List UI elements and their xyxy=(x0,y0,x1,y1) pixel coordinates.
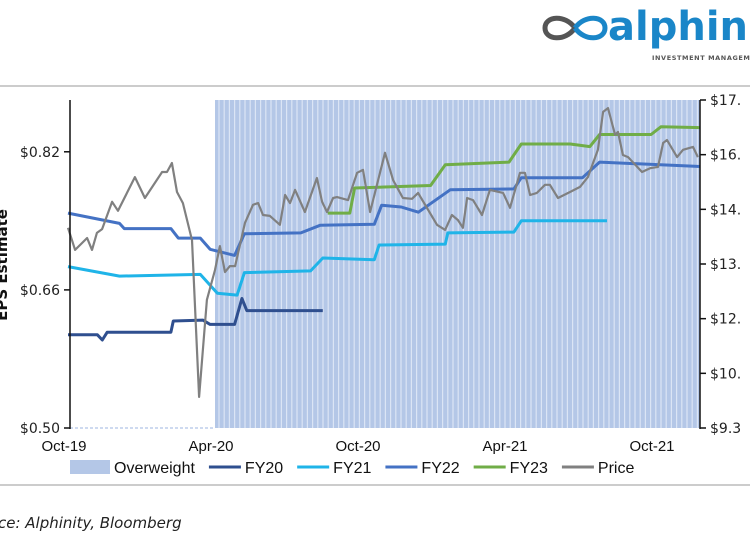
right-axis-tick-label: $10. xyxy=(710,366,741,382)
series-line-price xyxy=(66,107,699,398)
axis-labels: $0.82 $0.66 $0.50 $17. $16. $14. $13. $12. $10. $… xyxy=(20,93,741,455)
left-axis-tick-label: $0.50 xyxy=(20,421,60,437)
infinity-logo-icon xyxy=(542,15,608,41)
right-axis-tick-label: $16. xyxy=(710,148,741,164)
right-axis-tick-label: $14. xyxy=(710,202,741,218)
legend-label-overweight: Overweight xyxy=(114,460,195,477)
right-axis-tick-label: $9.3 xyxy=(710,421,741,437)
alphinity-logo: alphinit INVESTMENT MANAGEMENT xyxy=(542,4,750,62)
x-axis-tick-label: Apr-20 xyxy=(188,438,233,455)
x-axis-tick-label: Oct-21 xyxy=(629,438,674,455)
logo-wordmark: alphinit xyxy=(608,4,750,50)
left-axis-tick-label: $0.82 xyxy=(20,145,60,161)
series-line-fy21 xyxy=(67,219,607,297)
series-line-fy22 xyxy=(67,160,701,257)
legend: Overweight FY20 FY21 FY22 FY23 Price xyxy=(70,460,634,477)
legend-label-fy20: FY20 xyxy=(245,460,283,477)
legend-label-price: Price xyxy=(598,460,635,477)
series-line-fy23 xyxy=(327,125,701,215)
y-axis-title: EPS Estimate xyxy=(0,209,11,321)
logo-tagline: INVESTMENT MANAGEMENT xyxy=(652,54,750,62)
legend-label-fy23: FY23 xyxy=(510,460,548,477)
source-note: ce: Alphinity, Bloomberg xyxy=(0,514,182,532)
overweight-region xyxy=(215,100,700,428)
x-axis-tick-label: Oct-20 xyxy=(335,438,380,455)
x-axis-tick-label: Oct-19 xyxy=(41,438,86,455)
legend-label-fy22: FY22 xyxy=(421,460,459,477)
series-layer xyxy=(66,107,701,398)
x-axis-tick-label: Apr-21 xyxy=(482,438,527,455)
right-axis-tick-label: $12. xyxy=(710,312,741,328)
right-axis-tick-label: $13. xyxy=(710,257,741,273)
legend-swatch-overweight xyxy=(70,460,110,474)
overweight-shading xyxy=(215,100,700,428)
right-axis-tick-label: $17. xyxy=(710,93,741,109)
series-line-fy20 xyxy=(68,297,323,342)
left-axis-tick-label: $0.66 xyxy=(20,283,60,299)
legend-label-fy21: FY21 xyxy=(333,460,371,477)
